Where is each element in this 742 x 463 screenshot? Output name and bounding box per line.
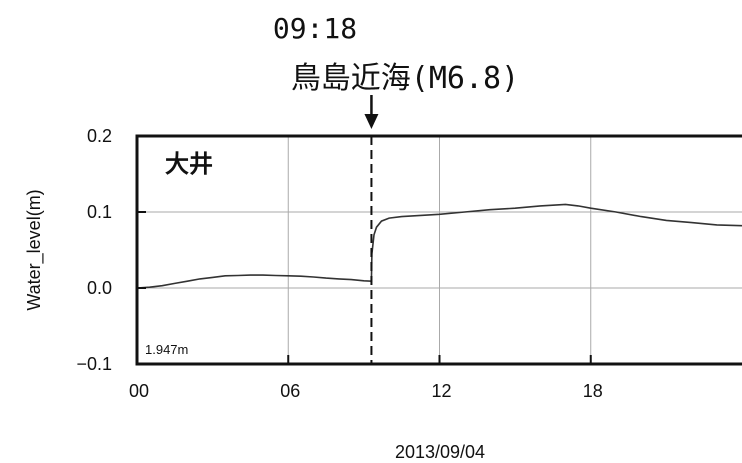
event-arrow-head — [364, 114, 379, 129]
x-tick-label: 00 — [129, 381, 149, 401]
x-tick-label: 06 — [280, 381, 300, 401]
y-tick-label: 0.0 — [87, 278, 112, 298]
x-tick-label: 18 — [583, 381, 603, 401]
event-time-label: 09:18 — [273, 12, 357, 45]
station-name: 大井 — [165, 150, 213, 178]
y-tick-label: −0.1 — [76, 354, 112, 374]
water-level-line — [136, 203, 742, 289]
event-name-label: 鳥島近海(M6.8) — [291, 61, 519, 96]
x-axis-label: 2013/09/04 — [395, 442, 485, 462]
grid-lines — [137, 136, 742, 364]
y-axis-label: Water_level(m) — [24, 189, 45, 310]
reference-level-label: 1.947m — [145, 342, 188, 357]
x-tick-label: 12 — [431, 381, 451, 401]
y-tick-label: 0.2 — [87, 126, 112, 146]
y-tick-label: 0.1 — [87, 202, 112, 222]
series-group — [136, 203, 742, 289]
event-marker — [364, 95, 379, 364]
axis-ticks: 00 06 12 18 −0.1 0.0 0.1 0.2 — [76, 126, 602, 401]
